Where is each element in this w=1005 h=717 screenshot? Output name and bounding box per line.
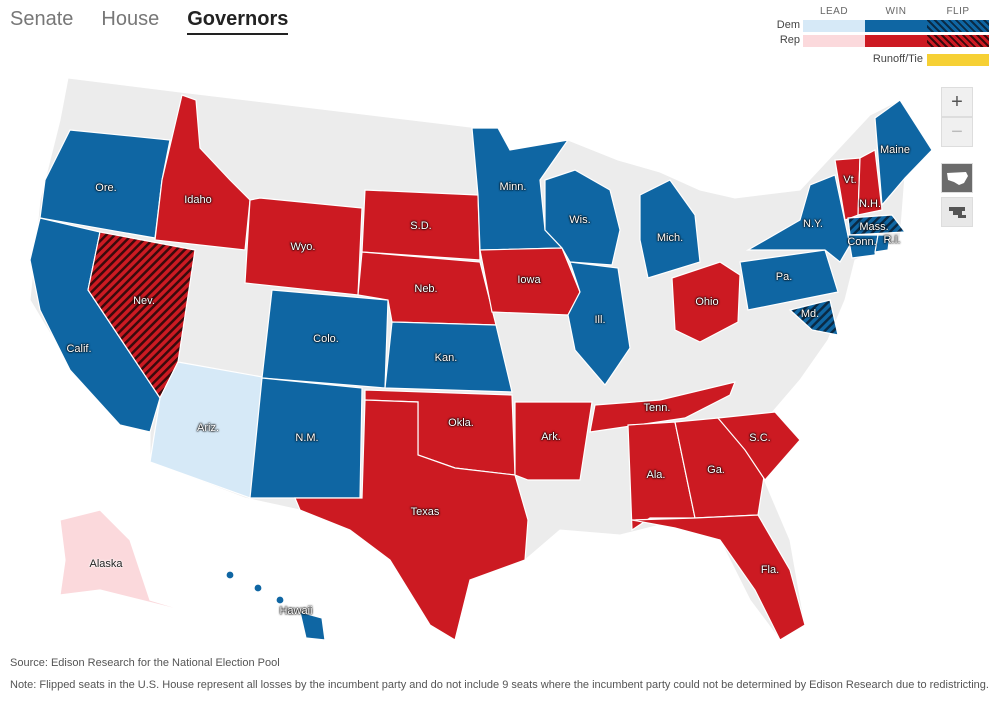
state-iowa <box>479 247 581 316</box>
state-fla <box>631 514 806 641</box>
tab-governors[interactable]: Governors <box>187 8 289 35</box>
state-alaska <box>59 509 201 616</box>
legend-runoff-label: Runoff/Tie <box>872 53 923 65</box>
swatch-dem-lead <box>803 20 865 32</box>
state-ariz <box>149 361 269 499</box>
zoom-controls: + − <box>941 87 973 147</box>
state-ga <box>674 417 766 519</box>
state-nh <box>857 149 883 216</box>
district-map-icon <box>949 207 966 218</box>
state-nm <box>249 377 363 499</box>
state-texas <box>294 399 529 641</box>
swatch-rep-flip <box>927 35 989 47</box>
tab-senate[interactable]: Senate <box>10 8 74 30</box>
state-tenn <box>589 381 736 433</box>
swatch-rep-lead <box>803 35 865 47</box>
state-hawaii <box>225 570 326 641</box>
legend-row-rep: Rep <box>779 34 800 46</box>
swatch-runoff <box>927 54 989 66</box>
swatch-rep-win <box>865 35 927 47</box>
chamber-tabs: Senate House Governors <box>10 8 289 35</box>
state-colo <box>261 289 389 389</box>
state-ala <box>627 421 696 532</box>
district-map-view-button[interactable] <box>941 197 973 227</box>
state-conn <box>847 234 879 259</box>
footnote: Note: Flipped seats in the U.S. House re… <box>10 679 989 691</box>
state-sc <box>716 411 801 481</box>
state-mich <box>639 179 701 279</box>
state-wis <box>544 169 621 266</box>
state-maine <box>874 99 933 207</box>
state-ohio <box>671 261 741 343</box>
us-map-view-button[interactable] <box>941 163 973 193</box>
state-ill <box>567 261 631 386</box>
state-md <box>788 299 839 336</box>
state-ny <box>745 174 851 263</box>
tab-house[interactable]: House <box>101 8 160 30</box>
swatch-dem-win <box>865 20 927 32</box>
state-sd <box>361 189 481 261</box>
legend-header-win: WIN <box>885 6 907 17</box>
state-mass <box>847 214 907 236</box>
state-ri <box>874 234 891 253</box>
source-note: Source: Edison Research for the National… <box>10 657 280 669</box>
state-ark <box>514 401 593 481</box>
legend-header-flip: FLIP <box>946 6 970 17</box>
us-map-icon <box>947 172 968 185</box>
legend-row-dem: Dem <box>776 19 800 31</box>
legend-header-lead: LEAD <box>819 6 849 17</box>
state-wyo <box>244 197 363 296</box>
state-pa <box>739 249 839 311</box>
state-kan <box>384 321 513 393</box>
zoom-out-button[interactable]: − <box>941 117 973 147</box>
zoom-in-button[interactable]: + <box>941 87 973 117</box>
state-minn <box>471 127 570 251</box>
swatch-dem-flip <box>927 20 989 32</box>
state-shapes <box>29 94 933 641</box>
